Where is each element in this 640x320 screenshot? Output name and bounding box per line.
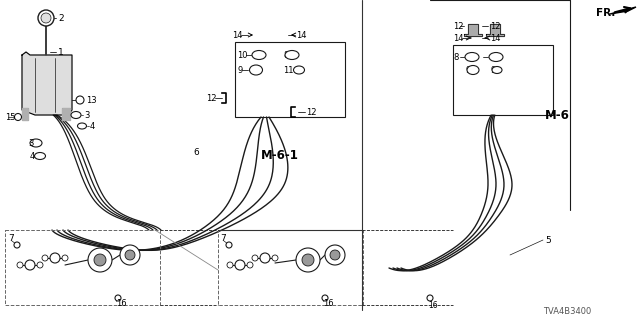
Text: TVA4B3400: TVA4B3400: [543, 308, 591, 316]
Text: 9: 9: [490, 66, 495, 75]
Circle shape: [235, 260, 245, 270]
Text: 12: 12: [306, 108, 317, 116]
Circle shape: [115, 295, 121, 301]
Circle shape: [296, 248, 320, 272]
Ellipse shape: [71, 111, 81, 118]
Text: 4: 4: [30, 151, 35, 161]
Ellipse shape: [492, 67, 502, 74]
Text: 13: 13: [86, 95, 97, 105]
Ellipse shape: [250, 65, 262, 75]
Ellipse shape: [252, 51, 266, 60]
Polygon shape: [610, 7, 636, 14]
Circle shape: [226, 242, 232, 248]
Text: 7: 7: [8, 234, 13, 243]
Polygon shape: [486, 24, 504, 36]
Circle shape: [94, 254, 106, 266]
Circle shape: [42, 255, 48, 261]
Text: 16: 16: [116, 300, 127, 308]
Text: 12: 12: [453, 21, 463, 30]
Ellipse shape: [467, 66, 479, 75]
Circle shape: [325, 245, 345, 265]
Text: 3: 3: [28, 139, 33, 148]
Polygon shape: [22, 108, 28, 120]
Circle shape: [330, 250, 340, 260]
Ellipse shape: [77, 123, 86, 129]
Circle shape: [25, 260, 35, 270]
Text: 11: 11: [283, 66, 294, 75]
Circle shape: [76, 96, 84, 104]
Text: 1: 1: [58, 47, 64, 57]
Text: 9: 9: [465, 66, 470, 75]
Bar: [5, 230, 160, 305]
Circle shape: [302, 254, 314, 266]
Circle shape: [227, 262, 233, 268]
Circle shape: [427, 295, 433, 301]
Polygon shape: [62, 108, 70, 120]
Circle shape: [88, 248, 112, 272]
Text: 10: 10: [490, 52, 500, 61]
Ellipse shape: [30, 139, 42, 147]
Circle shape: [252, 255, 258, 261]
Text: M-6: M-6: [545, 108, 570, 122]
Circle shape: [322, 295, 328, 301]
Text: FR.: FR.: [596, 8, 616, 18]
Text: 8: 8: [283, 51, 289, 60]
Circle shape: [37, 262, 43, 268]
Circle shape: [15, 114, 22, 121]
Text: 5: 5: [545, 236, 551, 244]
Ellipse shape: [285, 51, 299, 60]
Ellipse shape: [35, 153, 45, 159]
Text: 6: 6: [193, 148, 199, 156]
Circle shape: [62, 255, 68, 261]
Ellipse shape: [489, 52, 503, 61]
Text: 7: 7: [220, 234, 226, 243]
Text: 16: 16: [323, 300, 333, 308]
Ellipse shape: [294, 66, 305, 74]
Text: M-6-1: M-6-1: [261, 148, 299, 162]
Text: 8: 8: [453, 52, 458, 61]
Circle shape: [125, 250, 135, 260]
Text: 14: 14: [453, 34, 463, 43]
Circle shape: [14, 242, 20, 248]
Text: 10: 10: [237, 51, 248, 60]
Bar: [235, 42, 345, 117]
Text: 12: 12: [206, 93, 216, 102]
Text: 14: 14: [296, 30, 307, 39]
Text: 15: 15: [5, 113, 15, 122]
Circle shape: [41, 13, 51, 23]
Text: 16: 16: [428, 300, 438, 309]
Circle shape: [272, 255, 278, 261]
Polygon shape: [22, 52, 72, 115]
Bar: [218, 230, 363, 305]
Bar: [453, 45, 553, 115]
Text: 9: 9: [237, 66, 243, 75]
Text: 14: 14: [232, 30, 243, 39]
Text: 2: 2: [58, 13, 63, 22]
Circle shape: [17, 262, 23, 268]
Ellipse shape: [465, 52, 479, 61]
Text: 4: 4: [90, 122, 95, 131]
Circle shape: [120, 245, 140, 265]
Circle shape: [38, 10, 54, 26]
Polygon shape: [464, 24, 482, 36]
Text: 12: 12: [490, 21, 500, 30]
Circle shape: [260, 253, 270, 263]
Circle shape: [50, 253, 60, 263]
Text: 14: 14: [490, 34, 500, 43]
Circle shape: [247, 262, 253, 268]
Text: 3: 3: [84, 110, 90, 119]
